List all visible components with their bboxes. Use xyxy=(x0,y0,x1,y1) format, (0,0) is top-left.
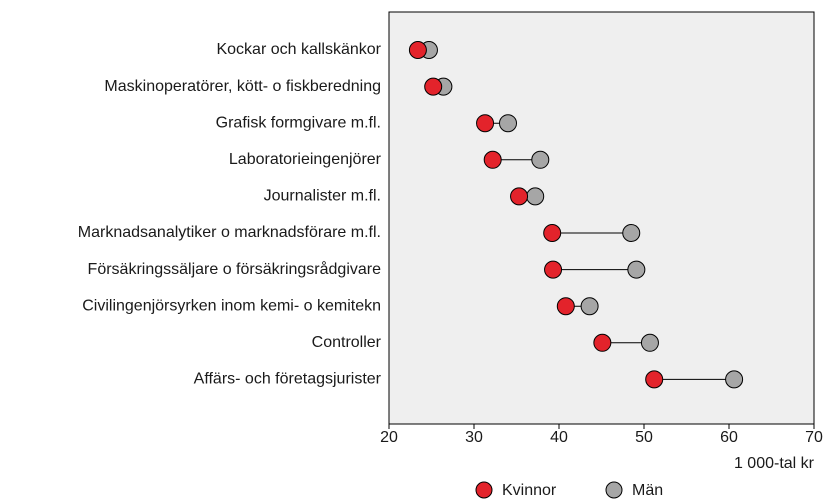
dot xyxy=(593,333,612,352)
legend-swatch xyxy=(605,481,623,499)
dot xyxy=(622,224,641,242)
category-label: Maskinoperatörer, kött- o fiskberedning xyxy=(104,78,381,95)
x-tick-label: 50 xyxy=(635,429,653,446)
dot xyxy=(543,224,562,242)
dot xyxy=(640,333,659,352)
legend-label: Män xyxy=(632,482,663,499)
dot xyxy=(556,297,575,316)
category-label: Marknadsanalytiker o marknadsförare m.fl… xyxy=(78,224,381,241)
dot xyxy=(483,150,502,169)
plot-area xyxy=(388,11,815,425)
x-tick-label: 40 xyxy=(550,429,568,446)
legend-swatch xyxy=(475,481,493,499)
dot xyxy=(499,114,517,133)
dot xyxy=(526,187,545,206)
category-label: Affärs- och företagsjurister xyxy=(194,371,382,388)
category-label: Kockar och kallskänkor xyxy=(216,41,381,58)
dot xyxy=(408,41,427,59)
dot xyxy=(424,77,443,96)
dot xyxy=(476,114,495,133)
category-label: Journalister m.fl. xyxy=(264,188,381,205)
x-tick-label: 20 xyxy=(380,429,398,446)
dot xyxy=(725,370,744,389)
dot xyxy=(580,297,599,316)
x-tick-label: 30 xyxy=(465,429,483,446)
dot xyxy=(531,150,550,169)
dot xyxy=(645,370,664,389)
x-axis-label: 1 000-tal kr xyxy=(734,455,815,472)
category-label: Laboratorieingenjörer xyxy=(229,151,382,168)
dot xyxy=(544,260,563,279)
category-label: Grafisk formgivare m.fl. xyxy=(216,114,381,131)
x-tick-label: 60 xyxy=(720,429,738,446)
category-label: Civilingenjörsyrken inom kemi- o kemitek… xyxy=(82,297,381,314)
dot xyxy=(627,260,646,279)
category-label: Försäkringssäljare o försäkringsrådgivar… xyxy=(88,260,382,278)
x-tick-label: 70 xyxy=(805,429,823,446)
dot xyxy=(510,187,529,206)
category-label: Controller xyxy=(312,334,382,351)
legend-label: Kvinnor xyxy=(502,482,557,499)
